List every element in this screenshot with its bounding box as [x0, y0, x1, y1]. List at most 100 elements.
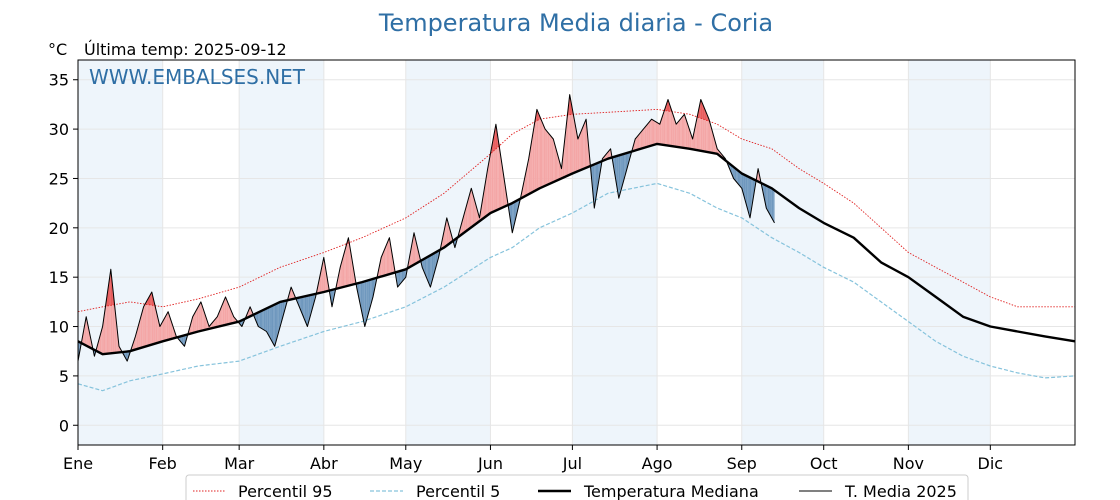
y-tick-label-20: 20 — [49, 219, 69, 238]
fill-above-p95 — [495, 124, 498, 149]
y-tick-label-5: 5 — [59, 367, 69, 386]
fill-below-median — [430, 254, 432, 288]
fill-below-median — [744, 174, 746, 204]
fill-below-median — [368, 279, 371, 312]
fill-below-median — [270, 305, 272, 342]
chart-title: Temperatura Media diaria - Coria — [378, 9, 773, 37]
fill-above-median — [523, 178, 525, 198]
fill-below-median — [512, 202, 514, 233]
fill-below-median — [618, 155, 621, 199]
fill-above-median — [557, 153, 559, 181]
fill-above-median — [531, 134, 533, 193]
fill-below-median — [617, 155, 619, 199]
fill-above-median — [442, 231, 445, 249]
fill-above-median — [688, 126, 690, 149]
fill-below-median — [307, 295, 309, 327]
fill-above-median — [206, 318, 208, 330]
fill-above-median — [170, 319, 173, 340]
fill-above-median — [116, 320, 118, 353]
fill-below-median — [363, 281, 365, 327]
fill-below-median — [431, 253, 434, 283]
series-line-2 — [77, 142, 1076, 356]
fill-above-median — [344, 247, 346, 287]
fill-below-median — [265, 308, 267, 332]
fill-above-median — [584, 119, 587, 169]
month-band-mar — [239, 60, 324, 445]
fill-below-median — [733, 166, 735, 181]
fill-above-median — [467, 198, 469, 231]
fill-above-median — [165, 314, 167, 341]
fill-above-median — [658, 123, 660, 145]
fill-above-median — [228, 303, 230, 325]
fill-above-median — [669, 103, 671, 146]
x-tick-label-ago: Ago — [642, 454, 673, 473]
fill-below-median — [278, 301, 281, 332]
fill-below-median — [304, 295, 307, 324]
fill-above-median — [460, 222, 462, 236]
fill-above-median — [493, 131, 495, 212]
fill-above-median — [695, 119, 697, 151]
fill-below-median — [763, 184, 765, 202]
fill-below-median — [737, 170, 740, 186]
fill-above-median — [487, 161, 490, 216]
fill-above-median — [566, 106, 569, 176]
fill-above-median — [547, 132, 550, 185]
fill-below-median — [370, 279, 372, 307]
month-band-sep — [741, 60, 824, 445]
fill-below-median — [423, 258, 425, 274]
fill-below-median — [771, 188, 774, 221]
fill-above-median — [484, 176, 487, 218]
fill-above-median — [196, 306, 199, 332]
fill-above-median — [554, 143, 557, 182]
fill-above-median — [318, 277, 320, 294]
fill-below-median — [594, 163, 596, 209]
fill-above-median — [103, 307, 106, 355]
fill-below-median — [403, 269, 405, 281]
month-band-ene — [78, 60, 163, 445]
fill-above-median — [379, 257, 382, 277]
x-tick-label-sep: Sep — [727, 454, 757, 473]
fill-above-median — [545, 129, 547, 186]
fill-above-median — [577, 135, 580, 172]
legend-label-2: Temperatura Mediana — [583, 482, 759, 500]
fill-below-median — [259, 311, 262, 329]
fill-above-median — [674, 120, 677, 147]
fill-above-median — [539, 115, 541, 189]
fill-above-median — [147, 296, 150, 346]
fill-above-median — [159, 324, 162, 343]
fill-above-median — [292, 290, 294, 300]
fill-below-median — [360, 282, 363, 314]
fill-above-median — [536, 109, 539, 190]
fill-above-median — [525, 165, 528, 196]
fill-above-median — [706, 112, 708, 153]
fill-above-median — [692, 132, 694, 150]
fill-above-median — [542, 122, 544, 188]
fill-below-median — [426, 256, 428, 281]
fill-above-median — [168, 311, 170, 340]
x-tick-label-nov: Nov — [893, 454, 924, 473]
fill-above-median — [498, 142, 501, 210]
x-tick-label-abr: Abr — [310, 454, 338, 473]
fill-above-p95 — [150, 291, 152, 306]
fill-above-median — [153, 297, 155, 345]
fill-above-median — [195, 309, 197, 333]
fill-above-median — [576, 131, 578, 172]
fill-below-median — [274, 303, 277, 347]
fill-above-median — [550, 135, 552, 184]
legend-box — [185, 474, 969, 500]
fill-below-median — [401, 270, 404, 283]
month-bands — [78, 60, 991, 445]
fill-below-median — [276, 303, 278, 342]
legend-label-1: Percentil 5 — [416, 482, 500, 500]
fill-below-median — [397, 271, 399, 288]
fill-above-p95 — [700, 99, 703, 119]
fill-above-median — [556, 148, 558, 181]
fill-above-median — [543, 125, 546, 187]
month-band-jul — [572, 60, 658, 445]
fill-above-median — [385, 244, 387, 276]
fill-above-median — [352, 262, 354, 285]
month-band-nov — [908, 60, 991, 445]
fill-below-median — [266, 307, 268, 334]
fill-above-median — [446, 217, 449, 246]
fill-below-median — [745, 175, 748, 209]
